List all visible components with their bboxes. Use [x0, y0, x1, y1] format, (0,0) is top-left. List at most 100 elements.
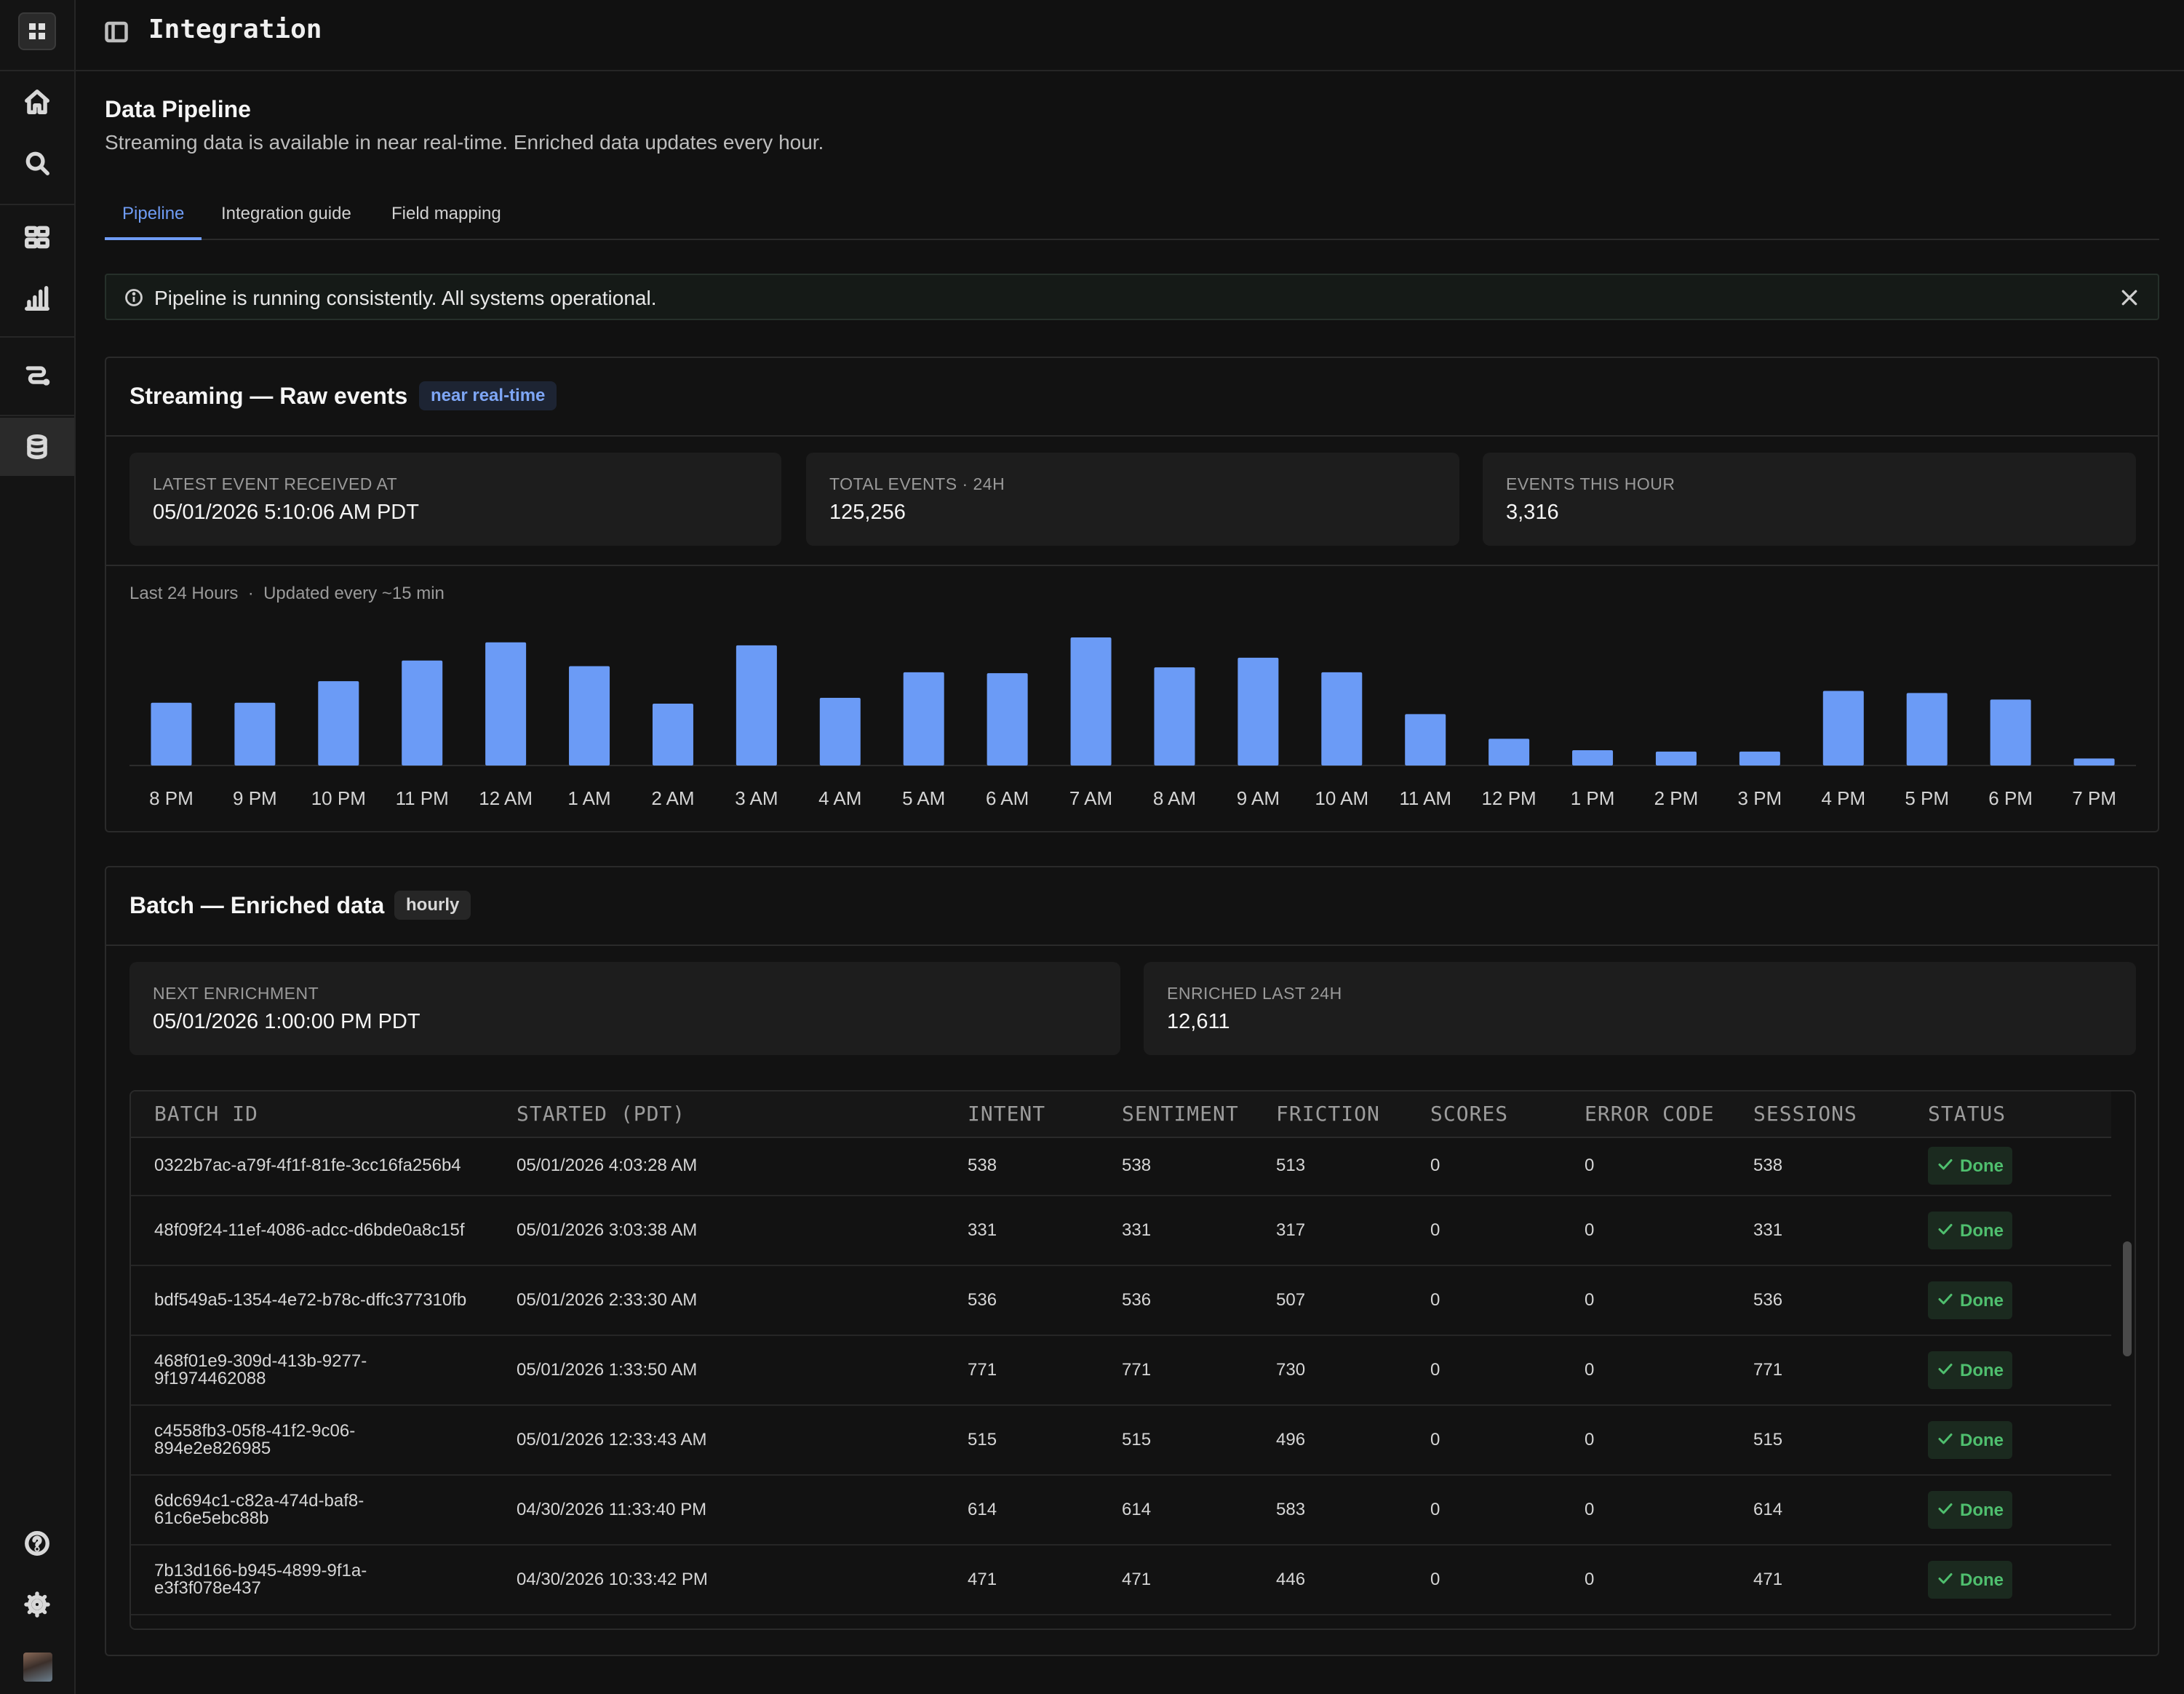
check-icon: [1937, 1360, 1954, 1377]
dashboard-grid-icon[interactable]: [0, 208, 74, 266]
col-batch-id[interactable]: BATCH ID: [154, 1102, 258, 1126]
table-row[interactable]: bdf549a5-1354-4e72-b78c-dffc377310fb 05/0…: [131, 1266, 2111, 1336]
toggle-sidebar-icon[interactable]: [103, 19, 129, 45]
tab-pipeline[interactable]: Pipeline: [105, 204, 202, 240]
chart-bar[interactable]: [1488, 739, 1530, 766]
col-error-code[interactable]: ERROR CODE: [1585, 1102, 1715, 1126]
col-started[interactable]: STARTED (PDT): [517, 1102, 686, 1126]
x-tick-label: 12 AM: [479, 787, 533, 809]
table-row[interactable]: 6dc694c1-c82a-474d-baf8- 61c6e5ebc88b 04/3…: [131, 1476, 2111, 1546]
cell-batch-id: 468f01e9-309d-413b-9277- 9f1974462088: [154, 1353, 367, 1388]
cell-friction: 730: [1276, 1360, 1306, 1380]
check-icon: [1937, 1290, 1954, 1308]
cell-batch-id: bdf549a5-1354-4e72-b78c-dffc377310fb: [154, 1290, 467, 1310]
user-avatar[interactable]: [23, 1653, 52, 1682]
chart-bar[interactable]: [987, 673, 1028, 766]
table-row[interactable]: 0322b7ac-a79f-4f1f-81fe-3cc16fa256b4 05/0…: [131, 1137, 2111, 1196]
settings-gear-icon[interactable]: [0, 1575, 74, 1634]
cell-error-code: 0: [1585, 1570, 1595, 1589]
chart-bar[interactable]: [1238, 657, 1279, 766]
chart-bar[interactable]: [151, 702, 192, 766]
database-icon[interactable]: [0, 418, 74, 476]
col-sentiment[interactable]: SENTIMENT: [1122, 1102, 1239, 1126]
batch-id-line: e3f3f078e437: [154, 1578, 261, 1598]
chart-bar[interactable]: [1572, 749, 1614, 766]
chart-bar[interactable]: [1822, 691, 1864, 766]
batch-card: Batch — Enriched data hourly NEXT ENRICH…: [105, 866, 2159, 1656]
chart-bar[interactable]: [569, 666, 610, 766]
chart-note: Last 24 Hours · Updated every ~15 min: [129, 584, 445, 603]
table-row[interactable]: 48f09f24-11ef-4086-adcc-d6bde0a8c15f 05/0…: [131, 1196, 2111, 1266]
chart-bar[interactable]: [652, 704, 693, 766]
cell-friction: 513: [1276, 1156, 1306, 1175]
chart-bar[interactable]: [485, 642, 527, 766]
cell-friction: 583: [1276, 1500, 1306, 1519]
table-row[interactable]: 468f01e9-309d-413b-9277- 9f1974462088 05/0…: [131, 1336, 2111, 1406]
batch-id-line: c4558fb3-05f8-41f2-9c06-: [154, 1421, 356, 1441]
streaming-title: Streaming — Raw events: [129, 383, 408, 409]
card-divider: [106, 565, 2158, 566]
check-icon: [1937, 1430, 1954, 1447]
cell-error-code: 0: [1585, 1500, 1595, 1519]
search-icon[interactable]: [0, 134, 74, 192]
col-status[interactable]: STATUS: [1928, 1102, 2006, 1126]
cell-scores: 0: [1430, 1290, 1440, 1310]
page-title: Data Pipeline: [105, 96, 251, 122]
table-row[interactable]: 7b13d166-b945-4899-9f1a-e3f3f078e437 04/3…: [131, 1546, 2111, 1615]
chart-bar[interactable]: [234, 702, 276, 766]
table-row[interactable]: c4558fb3-05f8-41f2-9c06- 894e2e826985 05/0…: [131, 1406, 2111, 1476]
chart-bar[interactable]: [819, 698, 861, 766]
chart-bar[interactable]: [1405, 714, 1446, 766]
help-circle-icon[interactable]: [0, 1514, 74, 1572]
col-intent[interactable]: INTENT: [968, 1102, 1046, 1126]
tab-field-mapping[interactable]: Field mapping: [391, 204, 501, 223]
check-icon: [1937, 1500, 1954, 1517]
batch-id-line: 61c6e5ebc88b: [154, 1508, 269, 1528]
cell-started: 04/30/2026 11:33:40 PM: [517, 1500, 707, 1519]
sidebar-divider: [0, 336, 74, 338]
cell-sessions: 538: [1753, 1156, 1783, 1175]
status-label: Done: [1960, 1221, 2004, 1241]
status-badge: Done: [1928, 1351, 2012, 1389]
stat-total-events: TOTAL EVENTS · 24H 125,256: [806, 453, 1459, 546]
chart-bar[interactable]: [1906, 693, 1948, 766]
app-logo-icon[interactable]: [18, 12, 56, 50]
x-tick-label: 9 AM: [1237, 787, 1280, 809]
chart-bar[interactable]: [1739, 751, 1780, 766]
chart-bar[interactable]: [402, 660, 443, 766]
streaming-card-header: Streaming — Raw events near real-time: [106, 358, 2158, 437]
home-icon[interactable]: [0, 73, 74, 131]
col-sessions[interactable]: SESSIONS: [1753, 1102, 1857, 1126]
table-scrollbar[interactable]: [2123, 1241, 2132, 1356]
tab-bar: Pipeline Integration guide Field mapping: [105, 196, 2159, 240]
x-tick-label: 12 PM: [1482, 787, 1537, 809]
cell-scores: 0: [1430, 1156, 1440, 1175]
x-tick-label: 8 PM: [149, 787, 194, 809]
col-friction[interactable]: FRICTION: [1276, 1102, 1380, 1126]
chart-bar[interactable]: [1070, 637, 1112, 766]
close-icon[interactable]: [2119, 287, 2140, 309]
cell-started: 05/01/2026 2:33:30 AM: [517, 1290, 698, 1310]
tab-integration-guide[interactable]: Integration guide: [221, 204, 351, 223]
stat-value: 05/01/2026 5:10:06 AM PDT: [153, 501, 419, 524]
col-scores[interactable]: SCORES: [1430, 1102, 1509, 1126]
cell-sentiment: 515: [1122, 1430, 1152, 1450]
chart-bar[interactable]: [2073, 758, 2115, 766]
cell-started: 05/01/2026 1:33:50 AM: [517, 1360, 698, 1380]
chart-bar[interactable]: [736, 645, 777, 766]
chart-bar[interactable]: [1321, 672, 1363, 766]
chart-bar[interactable]: [903, 672, 944, 766]
cell-sessions: 536: [1753, 1290, 1783, 1310]
x-tick-label: 3 AM: [735, 787, 778, 809]
chart-bar[interactable]: [1655, 751, 1697, 766]
x-tick-label: 5 PM: [1905, 787, 1949, 809]
near-realtime-badge: near real-time: [419, 381, 557, 410]
analytics-chart-icon[interactable]: [0, 269, 74, 327]
chart-bar[interactable]: [318, 681, 359, 766]
pipeline-route-icon[interactable]: [0, 345, 74, 403]
chart-bar[interactable]: [1990, 699, 2031, 766]
status-label: Done: [1960, 1291, 2004, 1311]
status-label: Done: [1960, 1500, 2004, 1520]
chart-bar[interactable]: [1154, 667, 1195, 766]
batch-id-line: 894e2e826985: [154, 1439, 271, 1458]
